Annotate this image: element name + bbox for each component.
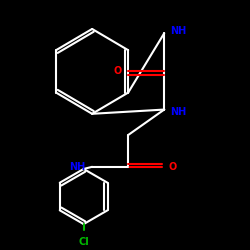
- Text: NH: NH: [70, 162, 86, 172]
- Text: NH: NH: [170, 107, 187, 117]
- Text: O: O: [114, 66, 122, 76]
- Text: Cl: Cl: [78, 237, 89, 247]
- Text: NH: NH: [170, 26, 187, 36]
- Text: O: O: [168, 162, 177, 172]
